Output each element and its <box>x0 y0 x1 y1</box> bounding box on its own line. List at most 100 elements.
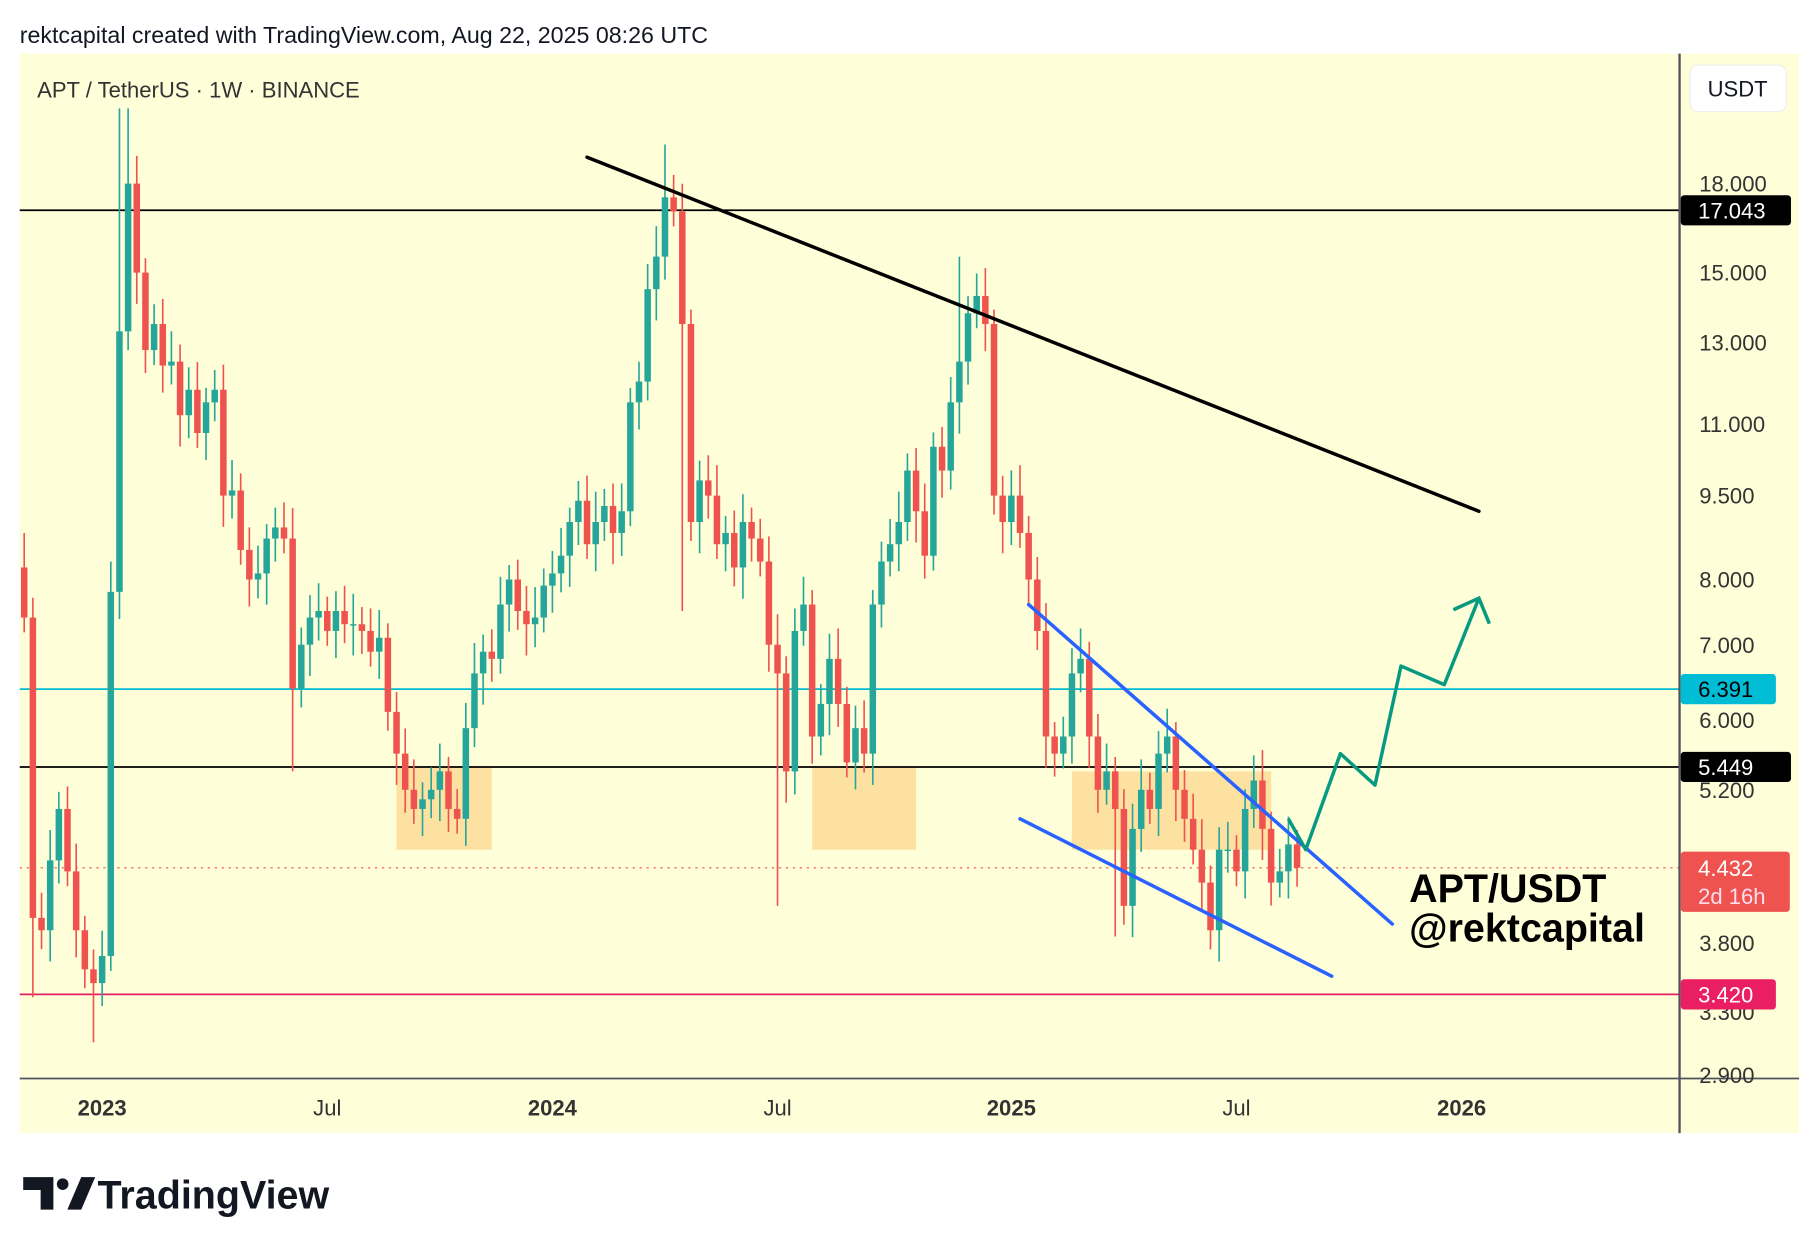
candle-down <box>1181 769 1188 842</box>
macro-downtrend-line <box>585 155 1481 514</box>
candle-body <box>653 256 660 290</box>
candle-body <box>332 611 340 631</box>
candle-body <box>557 555 565 574</box>
candle-body <box>185 389 192 416</box>
tradingview-logo-text: TradingView <box>98 1174 330 1218</box>
candle-body <box>1207 882 1214 931</box>
candle-down <box>384 623 392 731</box>
candle-body <box>1181 789 1188 819</box>
candle-up <box>947 377 954 490</box>
candle-body <box>298 644 305 689</box>
currency-button[interactable]: USDT <box>1689 64 1787 113</box>
candle-down <box>393 692 400 785</box>
candle-body <box>540 585 547 618</box>
price-tick: 2.900 <box>1699 1063 1754 1088</box>
candle-up <box>618 483 625 556</box>
candle-up <box>627 387 634 527</box>
candle-up <box>116 108 123 619</box>
candle-body <box>488 651 496 659</box>
candle-up <box>228 460 236 519</box>
candle-body <box>869 604 877 754</box>
price-label-bg <box>1680 751 1791 783</box>
candle-body <box>808 604 816 737</box>
candle-body <box>1008 495 1015 522</box>
candle-up <box>124 108 132 351</box>
candle-body <box>618 511 625 533</box>
candle-up <box>1285 816 1292 899</box>
candle-up <box>1250 755 1258 828</box>
candle-body <box>1241 808 1249 872</box>
candle-body <box>505 579 513 605</box>
candle-up <box>332 591 340 659</box>
candle-body <box>1086 658 1093 737</box>
last-price-label-bg <box>1680 851 1790 912</box>
candle-body <box>358 624 366 631</box>
candle-up <box>540 568 547 633</box>
candle-body <box>912 470 920 512</box>
candle-body <box>852 728 859 763</box>
time-tick: 2026 <box>1437 1096 1486 1121</box>
candle-body <box>964 313 972 362</box>
candle-body <box>1224 849 1232 852</box>
candle-down <box>843 686 851 778</box>
candle-body <box>72 871 80 931</box>
candle-up <box>1103 743 1110 805</box>
time-tick: Jul <box>763 1096 791 1121</box>
candle-down <box>1146 772 1154 824</box>
candle-down <box>324 596 331 646</box>
last-price-label: 4.432 <box>1698 856 1753 881</box>
candle-up <box>107 561 115 971</box>
candle-down <box>609 483 617 565</box>
candle-body <box>116 331 123 592</box>
currency-button-label[interactable]: USDT <box>1708 77 1768 102</box>
candle-body <box>531 617 539 625</box>
candle-down <box>938 426 946 498</box>
price-tick: 9.500 <box>1699 484 1754 509</box>
candle-body <box>410 789 418 809</box>
tradingview-logo-icon <box>23 1177 96 1210</box>
candle-body <box>817 703 825 737</box>
watermark-line2: @rektcapital <box>1409 907 1645 951</box>
candle-up <box>930 432 937 571</box>
candle-down <box>81 915 89 989</box>
time-tick: 2023 <box>78 1096 127 1121</box>
price-tick: 7.000 <box>1699 633 1754 658</box>
candle-down <box>1198 819 1206 910</box>
candle-body <box>1060 736 1067 754</box>
candle-up <box>549 550 556 613</box>
price-axis[interactable]: 18.000 15.000 13.000 11.000 9.500 8.000 7.000 6… <box>1699 172 1766 1088</box>
price-tick: 5.200 <box>1699 778 1754 803</box>
candle-up <box>1129 803 1136 938</box>
candle-up <box>791 608 799 795</box>
candle-down <box>756 518 764 577</box>
price-tick: 6.000 <box>1699 708 1754 733</box>
candle-up <box>601 488 608 541</box>
candle-body <box>445 771 452 809</box>
candle-up <box>505 565 513 632</box>
symbol-legend[interactable]: APT / TetherUS · 1W · BINANCE <box>37 78 360 103</box>
candle-body <box>436 771 444 790</box>
candle-body <box>1068 673 1076 737</box>
candle-up <box>852 705 859 790</box>
candle-down <box>1172 722 1180 822</box>
candle-up <box>800 576 807 646</box>
candle-down <box>133 155 141 304</box>
candle-body <box>973 295 980 314</box>
price-tick: 15.000 <box>1699 261 1766 286</box>
candle-body <box>514 579 522 612</box>
candle-up <box>739 494 747 599</box>
price-labels: 17.043 6.391 5.449 3.420 4.432 2d 16h <box>1680 195 1791 1010</box>
time-axis[interactable]: 2023 Jul 2024 Jul 2025 Jul 2026 <box>78 1096 1486 1121</box>
price-tick: 8.000 <box>1699 568 1754 593</box>
candle-up <box>904 453 911 541</box>
candle-up <box>46 829 54 962</box>
candle-up <box>1215 827 1223 962</box>
candle-down <box>159 298 167 393</box>
time-tick: Jul <box>1222 1096 1250 1121</box>
candle-body <box>705 480 712 496</box>
candle-body <box>202 402 210 433</box>
candle-down <box>1086 641 1093 768</box>
candle-down <box>90 949 97 1043</box>
candle-down <box>670 174 677 227</box>
candle-down <box>1207 865 1214 950</box>
